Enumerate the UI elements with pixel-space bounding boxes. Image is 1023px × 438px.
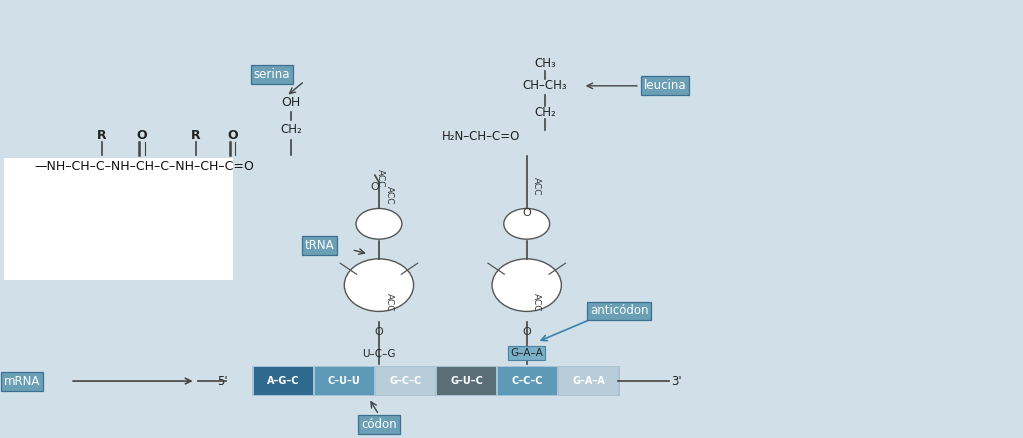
Text: mRNA: mRNA [4, 374, 41, 388]
Text: ACC: ACC [532, 177, 541, 196]
Ellipse shape [503, 208, 549, 239]
Text: OH: OH [281, 96, 301, 110]
Text: O: O [136, 129, 147, 142]
Text: G–C–C: G–C–C [390, 376, 421, 386]
Text: R: R [97, 129, 106, 142]
Text: tRNA: tRNA [305, 239, 335, 252]
Text: R: R [190, 129, 201, 142]
Text: ACC: ACC [385, 293, 394, 312]
Bar [315, 367, 373, 395]
Text: —NH–CH–C–NH–CH–C–NH–CH–C=O: —NH–CH–C–NH–CH–C–NH–CH–C=O [35, 160, 255, 173]
Bar [4, 158, 233, 280]
Text: serina: serina [254, 68, 291, 81]
Bar [437, 367, 496, 395]
Ellipse shape [345, 259, 413, 311]
Text: anticódon: anticódon [590, 304, 649, 318]
Text: CH₂: CH₂ [534, 106, 555, 119]
Text: CH–CH₃: CH–CH₃ [523, 79, 568, 92]
Text: G–A–A: G–A–A [573, 376, 606, 386]
Text: U–C–G: U–C–G [362, 349, 396, 359]
Text: H₂N–CH–C=O: H₂N–CH–C=O [442, 130, 520, 143]
Text: ACC: ACC [375, 170, 385, 188]
Text: O: O [374, 327, 384, 337]
Bar [254, 367, 313, 395]
Text: códon: códon [361, 418, 397, 431]
Text: CH₂: CH₂ [280, 123, 302, 136]
Text: O: O [370, 182, 380, 192]
Text: G–A–A: G–A–A [510, 348, 543, 358]
Bar [375, 367, 435, 395]
Text: G–U–C: G–U–C [450, 376, 483, 386]
Ellipse shape [356, 208, 402, 239]
Text: ACC: ACC [385, 186, 394, 205]
Ellipse shape [492, 259, 562, 311]
Text: CH₃: CH₃ [534, 57, 555, 71]
Text: leucina: leucina [643, 79, 686, 92]
Text: 3': 3' [671, 374, 682, 388]
Text: A–G–C: A–G–C [267, 376, 300, 386]
Text: ACC: ACC [532, 293, 541, 312]
Text: 5': 5' [218, 374, 228, 388]
Text: C–U–U: C–U–U [328, 376, 361, 386]
Bar [560, 367, 619, 395]
Text: O: O [227, 129, 237, 142]
Bar [498, 367, 558, 395]
Bar [252, 366, 621, 396]
Text: O: O [523, 208, 531, 219]
Text: C–C–C: C–C–C [512, 376, 543, 386]
Text: O: O [523, 327, 531, 337]
